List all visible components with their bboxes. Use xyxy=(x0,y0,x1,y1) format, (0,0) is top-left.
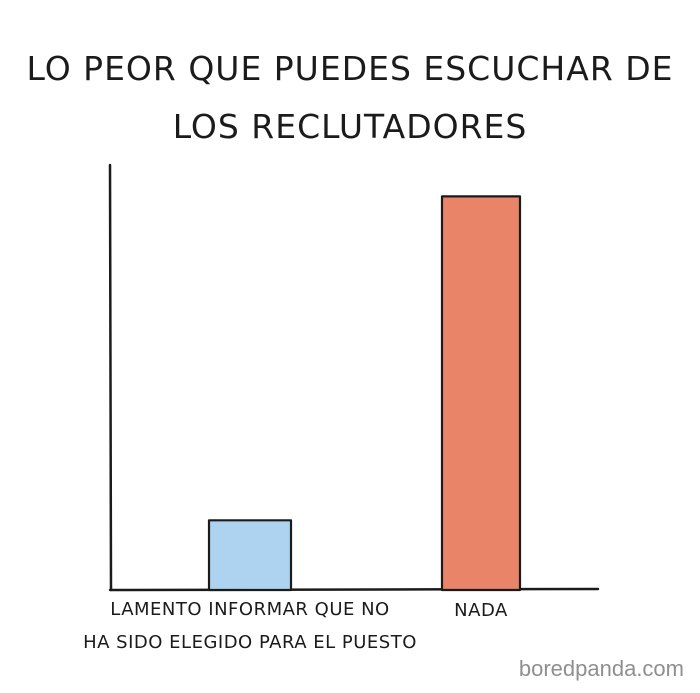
bars xyxy=(207,195,522,592)
watermark: boredpanda.com xyxy=(519,656,684,681)
category-labels: LAMENTO INFORMAR QUE NO HA SIDO ELEGIDO P… xyxy=(83,599,508,653)
axes xyxy=(108,163,600,592)
category-label-1-line-2: HA SIDO ELEGIDO PARA EL PUESTO xyxy=(83,632,417,653)
category-label-1-line-1: LAMENTO INFORMAR QUE NO xyxy=(110,599,389,620)
x-axis-line xyxy=(108,587,600,592)
category-label-2-line-1: NADA xyxy=(454,600,508,621)
chart-title: LO PEOR QUE PUEDES ESCUCHAR DE LOS RECLUT… xyxy=(27,49,674,146)
y-axis-line xyxy=(108,163,113,592)
chart-title-line-1: LO PEOR QUE PUEDES ESCUCHAR DE xyxy=(27,49,674,88)
bar-1 xyxy=(207,519,293,592)
bar-2 xyxy=(440,195,522,592)
chart-title-line-2: LOS RECLUTADORES xyxy=(173,107,528,146)
